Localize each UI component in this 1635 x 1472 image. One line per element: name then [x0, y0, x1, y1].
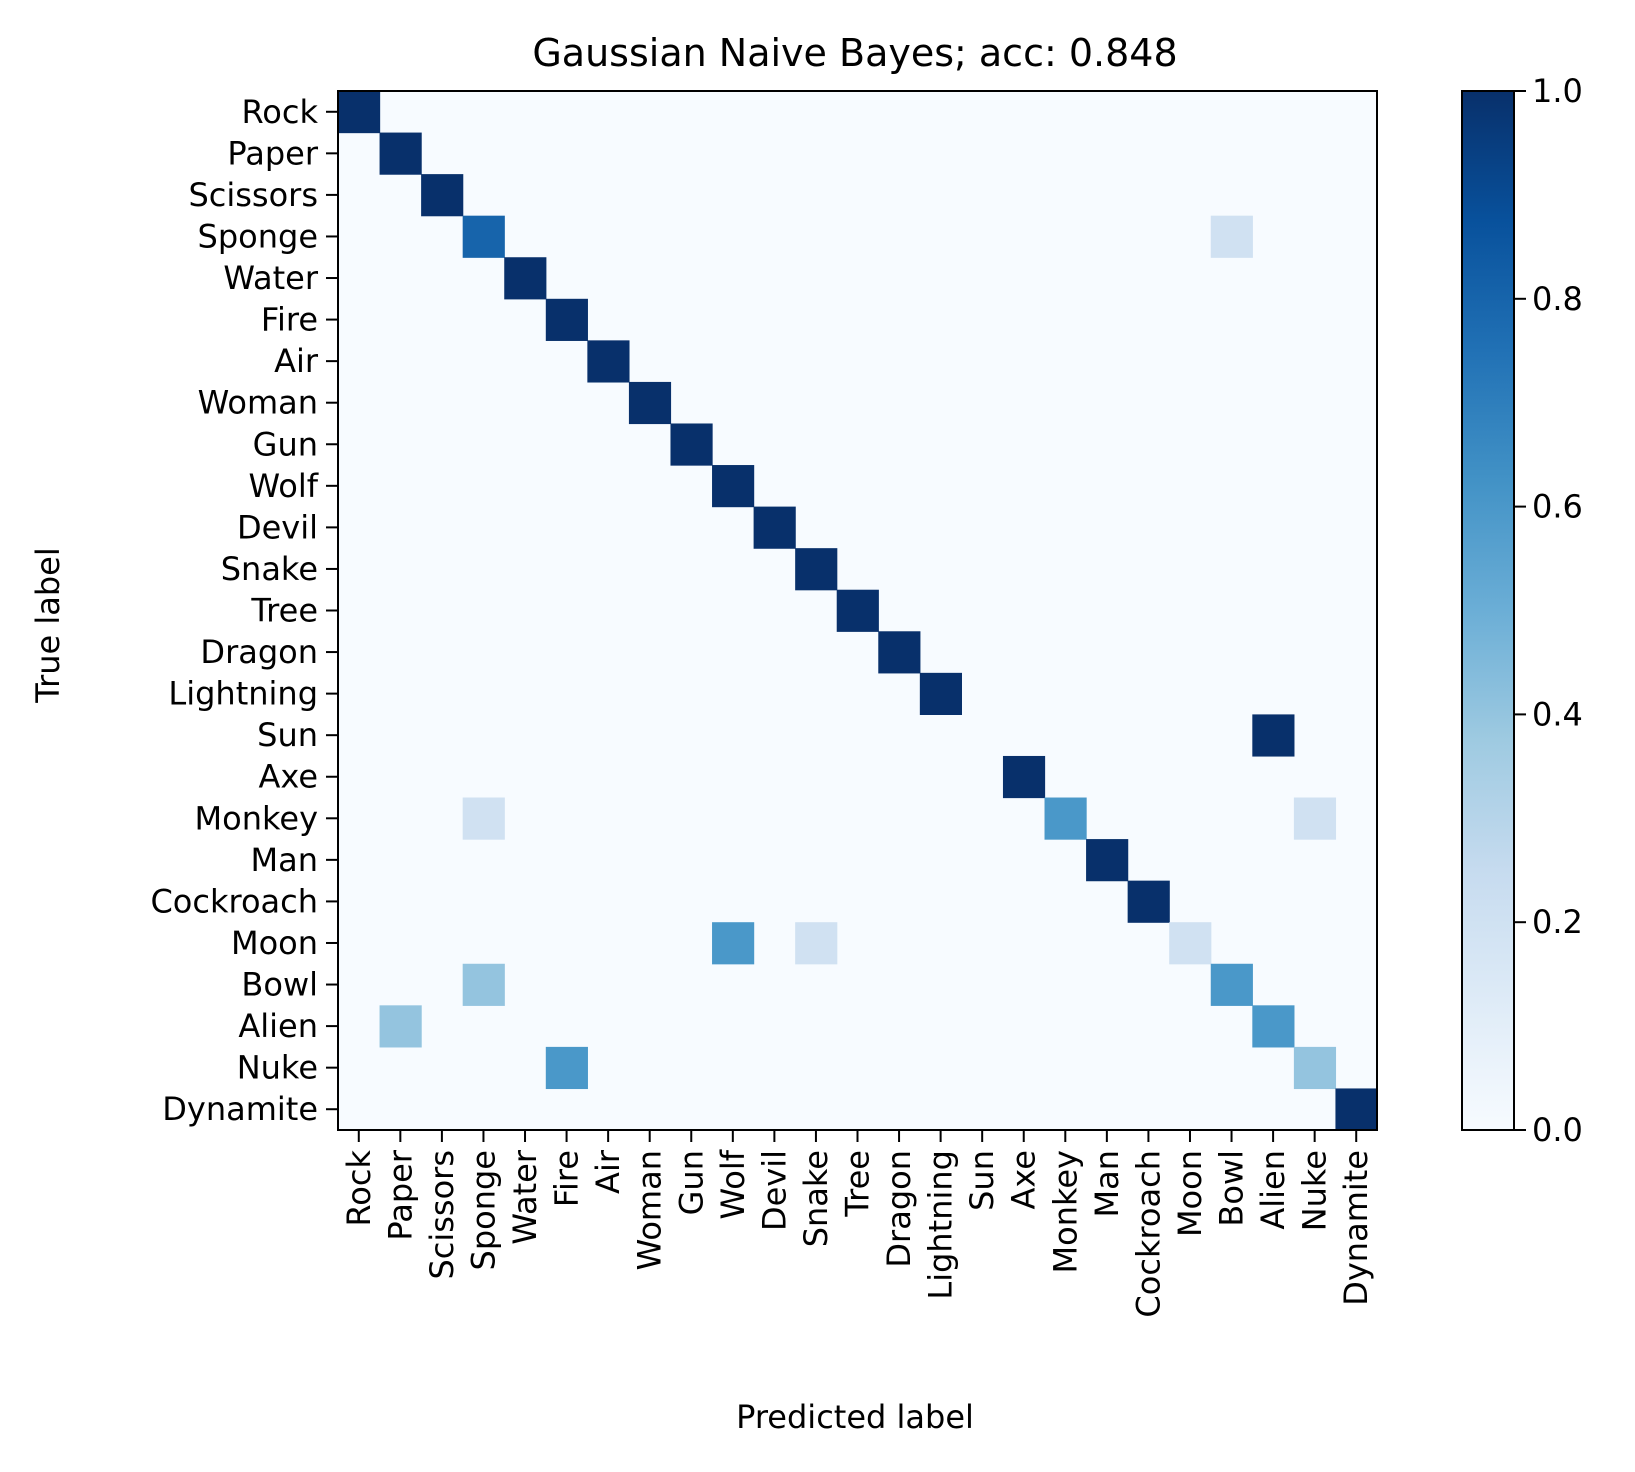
- y-tick-label: Wolf: [249, 467, 319, 505]
- heatmap-cell: [545, 1046, 588, 1090]
- colorbar-ticks: 0.0 0.2 0.4 0.6 0.8 1.0: [1514, 72, 1583, 1149]
- heatmap-cell: [545, 298, 588, 341]
- heatmap-cell: [753, 506, 796, 549]
- x-tick-label: Moon: [1171, 1150, 1209, 1237]
- heatmap-cell: [1044, 797, 1087, 840]
- heatmap-cell: [338, 91, 381, 134]
- colorbar-tick-label: 0.6: [1532, 488, 1583, 526]
- heatmap-cell: [462, 797, 505, 840]
- y-tick-label: Snake: [221, 550, 318, 588]
- y-tick-label: Scissors: [188, 176, 318, 214]
- heatmap-cell: [1210, 963, 1253, 1006]
- colorbar-tick-label: 1.0: [1532, 72, 1583, 110]
- y-tick-label: Lightning: [168, 675, 318, 713]
- chart-title: Gaussian Naive Bayes; acc: 0.848: [532, 31, 1177, 75]
- colorbar-tick-label: 0.8: [1532, 280, 1583, 318]
- x-tick-label: Wolf: [714, 1149, 752, 1219]
- x-tick-label: Monkey: [1046, 1150, 1084, 1273]
- y-tick-label: Dynamite: [162, 1090, 318, 1128]
- y-tick-label: Nuke: [237, 1049, 318, 1087]
- heatmap-cell: [587, 340, 630, 383]
- heatmap-cell: [462, 963, 505, 1006]
- y-tick-label: Dragon: [200, 633, 318, 671]
- heatmap-cell: [421, 174, 464, 217]
- x-tick-label: Nuke: [1296, 1150, 1334, 1231]
- y-tick-label: Monkey: [195, 799, 318, 837]
- y-tick-label: Axe: [258, 758, 318, 796]
- y-tick-label: Sponge: [198, 217, 318, 255]
- colorbar: [1461, 90, 1515, 1131]
- colorbar-tick-label: 0.2: [1532, 903, 1583, 941]
- heatmap-cell: [1293, 797, 1337, 840]
- heatmap-cell: [462, 215, 505, 258]
- x-tick-label: Sponge: [464, 1150, 502, 1270]
- heatmap-cell: [795, 548, 838, 591]
- heatmap-cell: [712, 922, 755, 965]
- y-axis-label: True label: [29, 547, 67, 704]
- heatmap-cell: [1086, 839, 1129, 882]
- heatmap-cell: [795, 922, 838, 965]
- y-tick-label: Man: [251, 841, 319, 879]
- y-tick-label: Devil: [237, 508, 318, 546]
- heatmap-cell: [379, 1005, 422, 1048]
- x-tick-label: Air: [589, 1149, 627, 1194]
- heatmap-cells: [338, 91, 1378, 1131]
- heatmap-cell: [379, 132, 422, 175]
- y-tick-label: Moon: [231, 924, 318, 962]
- x-tick-label: Tree: [839, 1150, 877, 1218]
- x-tick-label: Dragon: [880, 1150, 918, 1268]
- x-tick-label: Water: [506, 1149, 544, 1244]
- heatmap-cell: [670, 423, 713, 466]
- x-tick-label: Axe: [1005, 1150, 1043, 1210]
- x-axis-label: Predicted label: [736, 1398, 974, 1436]
- y-tick-label: Gun: [253, 425, 318, 463]
- heatmap-cell: [878, 631, 921, 674]
- x-tick-label: Woman: [631, 1150, 669, 1270]
- heatmap-cell: [1002, 755, 1046, 799]
- heatmap-cell: [1210, 215, 1253, 258]
- colorbar-tick-label: 0.0: [1532, 1111, 1583, 1149]
- x-tick-label: Alien: [1254, 1150, 1292, 1230]
- x-tick-label: Devil: [755, 1150, 793, 1231]
- y-tick-label: Alien: [238, 1007, 318, 1045]
- heatmap-cell: [1252, 714, 1295, 757]
- heatmap-cell: [628, 381, 672, 425]
- y-tick-label: Water: [223, 259, 318, 297]
- heatmap-cell: [504, 257, 547, 300]
- y-tick-label: Bowl: [241, 966, 318, 1004]
- x-tick-label: Paper: [381, 1149, 419, 1240]
- y-tick-label: Rock: [242, 93, 319, 131]
- y-tick-label: Cockroach: [150, 882, 318, 920]
- x-tick-label: Gun: [672, 1150, 710, 1215]
- x-tick-label: Cockroach: [1129, 1150, 1167, 1318]
- heatmap-cell: [1293, 1046, 1337, 1090]
- heatmap-cell: [1127, 880, 1170, 923]
- x-tick-label: Snake: [797, 1150, 835, 1247]
- x-tick-label: Dynamite: [1337, 1150, 1375, 1306]
- y-tick-label: Sun: [257, 716, 318, 754]
- heatmap-cell: [712, 465, 755, 508]
- x-tick-label: Scissors: [423, 1150, 461, 1280]
- x-tick-label: Fire: [548, 1150, 586, 1207]
- heatmap-cell: [919, 672, 962, 715]
- heatmap-cell: [1252, 1005, 1295, 1048]
- heatmap-cell: [1335, 1088, 1378, 1131]
- x-tick-label: Rock: [340, 1150, 378, 1227]
- y-tick-label: Woman: [198, 384, 318, 422]
- heatmap-cell: [836, 589, 879, 632]
- x-tick-label: Sun: [963, 1150, 1001, 1211]
- colorbar-tick-label: 0.4: [1532, 695, 1583, 733]
- y-tick-label: Paper: [227, 134, 318, 172]
- heatmap-cell: [1169, 922, 1212, 965]
- y-tick-label: Air: [274, 342, 319, 380]
- x-axis-ticks: Rock Paper Scissors Sponge Water Fire Air Woman…: [340, 1130, 1375, 1318]
- y-tick-label: Tree: [250, 592, 318, 630]
- x-tick-label: Bowl: [1213, 1150, 1251, 1227]
- x-tick-label: Man: [1088, 1150, 1126, 1218]
- x-tick-label: Lightning: [922, 1150, 960, 1300]
- y-tick-label: Fire: [261, 301, 318, 339]
